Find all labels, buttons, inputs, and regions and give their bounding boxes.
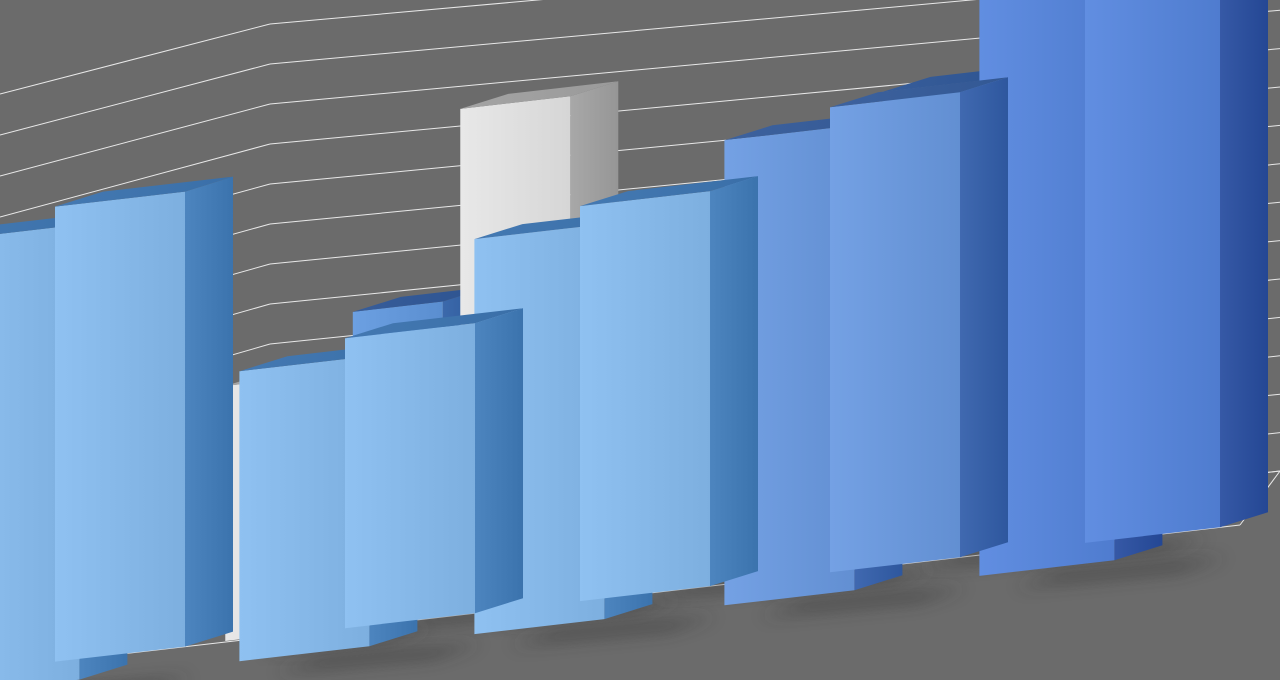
bar-front-2: [580, 176, 758, 601]
bar-front-4: [1085, 0, 1268, 543]
bar-front-0: [55, 177, 233, 662]
bar-front-1: [345, 308, 523, 628]
bar-chart-3d: [0, 0, 1280, 680]
bar-front-3: [830, 77, 1008, 572]
